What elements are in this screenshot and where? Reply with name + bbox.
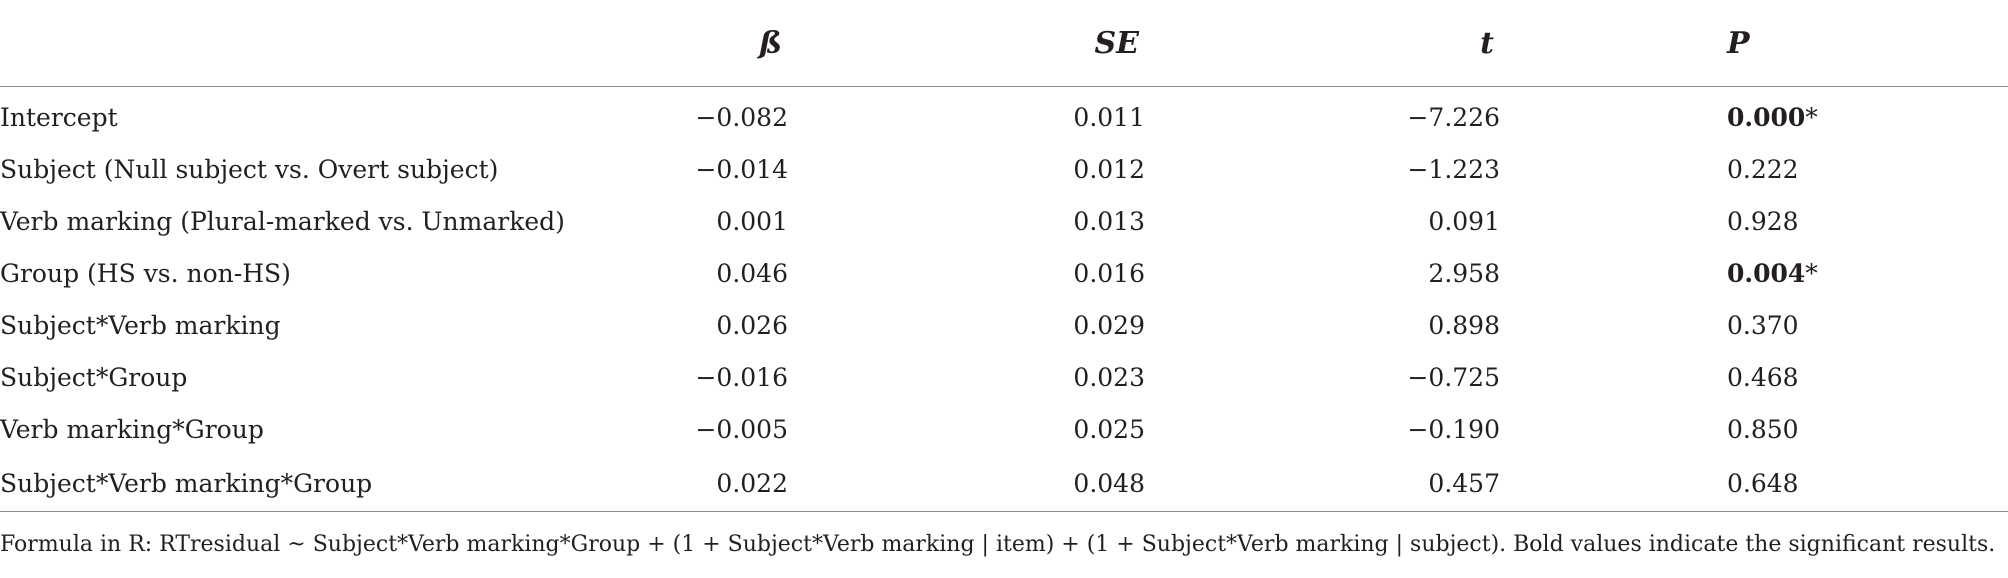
beta-value: −0.014 [695,154,788,184]
se-value: 0.012 [1073,154,1145,184]
regression-table: ß SE t P Intercept −0.082 0.011 −7.226 0.000… [0,0,2008,512]
p-value-cell: 0.468 [1502,351,2008,403]
se-value: 0.023 [1073,362,1145,392]
header-se: SE [790,0,1147,87]
t-value: −0.725 [1407,362,1500,392]
t-value: 0.898 [1428,310,1500,340]
table-row: Verb marking*Group −0.005 0.025 −0.190 0.850 [0,403,2008,455]
header-row: ß SE t P [0,0,2008,87]
t-value: 0.091 [1428,206,1500,236]
significance-marker: * [1805,258,1818,288]
row-label: Subject*Group [0,362,188,392]
p-value: 0.370 [1727,310,1799,340]
p-value-cell: 0.222 [1502,143,2008,195]
p-value: 0.468 [1727,362,1799,392]
header-label [0,0,560,87]
table-body: Intercept −0.082 0.011 −7.226 0.000* Subject … [0,87,2008,512]
p-value-cell: 0.000* [1502,87,2008,144]
t-value: 2.958 [1428,258,1500,288]
se-value: 0.016 [1073,258,1145,288]
t-value: 0.457 [1147,455,1502,512]
table-row: Intercept −0.082 0.011 −7.226 0.000* [0,87,2008,144]
se-value: 0.048 [790,455,1147,512]
table-row: Subject (Null subject vs. Overt subject)… [0,143,2008,195]
p-value: 0.648 [1727,468,1799,498]
row-label: Subject*Verb marking [0,310,281,340]
header-t: t [1147,0,1502,87]
table-row: Subject*Group −0.016 0.023 −0.725 0.468 [0,351,2008,403]
p-value: 0.850 [1727,414,1799,444]
significance-marker: * [1805,102,1818,132]
t-value: −7.226 [1407,102,1500,132]
p-value-cell: 0.370 [1502,299,2008,351]
table-header: ß SE t P [0,0,2008,87]
table-row: Subject*Verb marking*Group 0.022 0.048 0.45… [0,455,2008,512]
t-value: −0.190 [1407,414,1500,444]
p-value: 0.000 [1727,102,1806,132]
se-value: 0.013 [1073,206,1145,236]
beta-value: 0.046 [716,258,788,288]
p-value: 0.222 [1727,154,1799,184]
p-value: 0.928 [1727,206,1799,236]
se-value: 0.011 [1073,102,1145,132]
beta-value: 0.026 [716,310,788,340]
p-value-cell: 0.850 [1502,403,2008,455]
header-p: P [1502,0,2008,87]
p-value-cell: 0.928 [1502,195,2008,247]
p-value-cell: 0.648 [1502,455,2008,512]
row-label: Subject*Verb marking*Group [0,455,560,512]
beta-value: −0.082 [695,102,788,132]
beta-value: 0.022 [560,455,790,512]
row-label: Verb marking*Group [0,414,264,444]
row-label: Subject (Null subject vs. Overt subject) [0,154,499,184]
table-footnote: Formula in R: RTresidual ~ Subject*Verb … [0,532,1996,557]
table-row: Subject*Verb marking 0.026 0.029 0.898 0.370 [0,299,2008,351]
row-label: Intercept [0,102,118,132]
p-value-cell: 0.004* [1502,247,2008,299]
se-value: 0.025 [1073,414,1145,444]
p-value: 0.004 [1727,258,1806,288]
row-label: Group (HS vs. non-HS) [0,258,291,288]
table-row: Verb marking (Plural-marked vs. Unmarked… [0,195,2008,247]
beta-value: −0.005 [695,414,788,444]
t-value: −1.223 [1407,154,1500,184]
beta-value: −0.016 [695,362,788,392]
table-row: Group (HS vs. non-HS) 0.046 0.016 2.958 0.00… [0,247,2008,299]
se-value: 0.029 [1073,310,1145,340]
row-label: Verb marking (Plural-marked vs. Unmarked… [0,206,565,236]
header-beta: ß [560,0,790,87]
beta-value: 0.001 [716,206,788,236]
